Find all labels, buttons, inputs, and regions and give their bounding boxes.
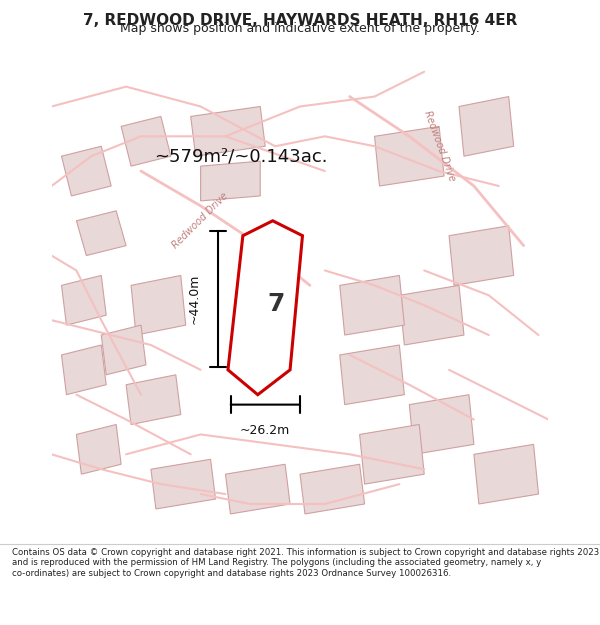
Polygon shape xyxy=(101,325,146,375)
Polygon shape xyxy=(131,276,186,335)
Polygon shape xyxy=(191,106,265,156)
Polygon shape xyxy=(474,444,539,504)
Polygon shape xyxy=(61,345,106,395)
Text: 7: 7 xyxy=(267,292,284,316)
Polygon shape xyxy=(459,96,514,156)
Polygon shape xyxy=(61,146,111,196)
Text: Map shows position and indicative extent of the property.: Map shows position and indicative extent… xyxy=(120,22,480,35)
Polygon shape xyxy=(409,395,474,454)
Polygon shape xyxy=(200,161,260,201)
Text: 7, REDWOOD DRIVE, HAYWARDS HEATH, RH16 4ER: 7, REDWOOD DRIVE, HAYWARDS HEATH, RH16 4… xyxy=(83,13,517,28)
Text: Contains OS data © Crown copyright and database right 2021. This information is : Contains OS data © Crown copyright and d… xyxy=(12,548,599,578)
Polygon shape xyxy=(340,276,404,335)
Text: Redwood Drive: Redwood Drive xyxy=(171,191,230,251)
Polygon shape xyxy=(121,116,171,166)
Text: ~579m²/~0.143ac.: ~579m²/~0.143ac. xyxy=(154,147,327,165)
Polygon shape xyxy=(226,464,290,514)
Text: Redwood Drive: Redwood Drive xyxy=(422,109,457,183)
Polygon shape xyxy=(126,375,181,424)
Polygon shape xyxy=(76,211,126,256)
Polygon shape xyxy=(374,126,444,186)
Text: ~26.2m: ~26.2m xyxy=(240,424,290,438)
Polygon shape xyxy=(340,345,404,404)
Polygon shape xyxy=(449,226,514,286)
Polygon shape xyxy=(400,286,464,345)
Polygon shape xyxy=(359,424,424,484)
Polygon shape xyxy=(300,464,365,514)
Polygon shape xyxy=(228,221,302,395)
Polygon shape xyxy=(151,459,215,509)
Text: ~44.0m: ~44.0m xyxy=(188,274,200,324)
Polygon shape xyxy=(61,276,106,325)
Polygon shape xyxy=(76,424,121,474)
